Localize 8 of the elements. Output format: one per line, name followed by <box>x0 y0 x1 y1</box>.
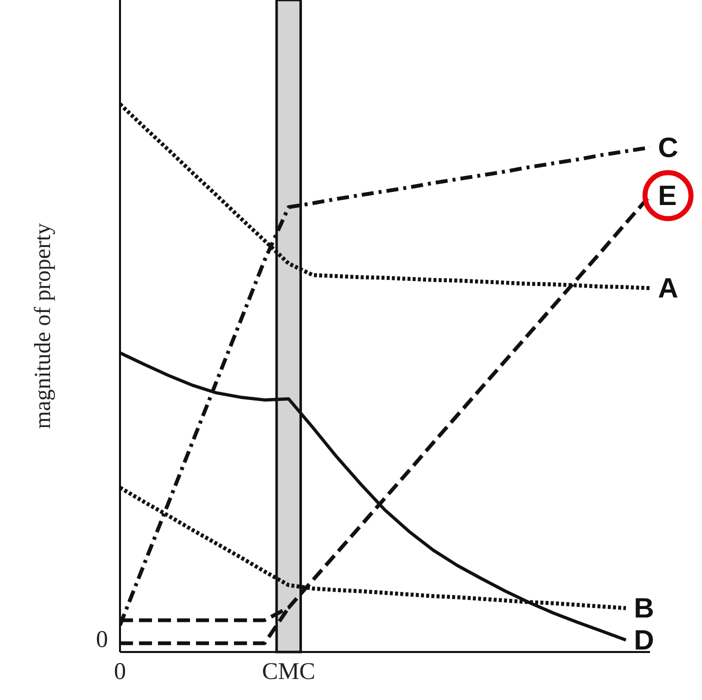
y-axis-title: magnitude of property <box>30 222 56 429</box>
text: 0 <box>96 627 108 653</box>
x-tick-label: CMC <box>262 659 316 686</box>
series-label: A <box>658 272 678 304</box>
series-label: E <box>658 180 677 212</box>
series-label: D <box>634 624 654 656</box>
series-label: B <box>634 592 654 624</box>
series-label: C <box>658 132 678 163</box>
